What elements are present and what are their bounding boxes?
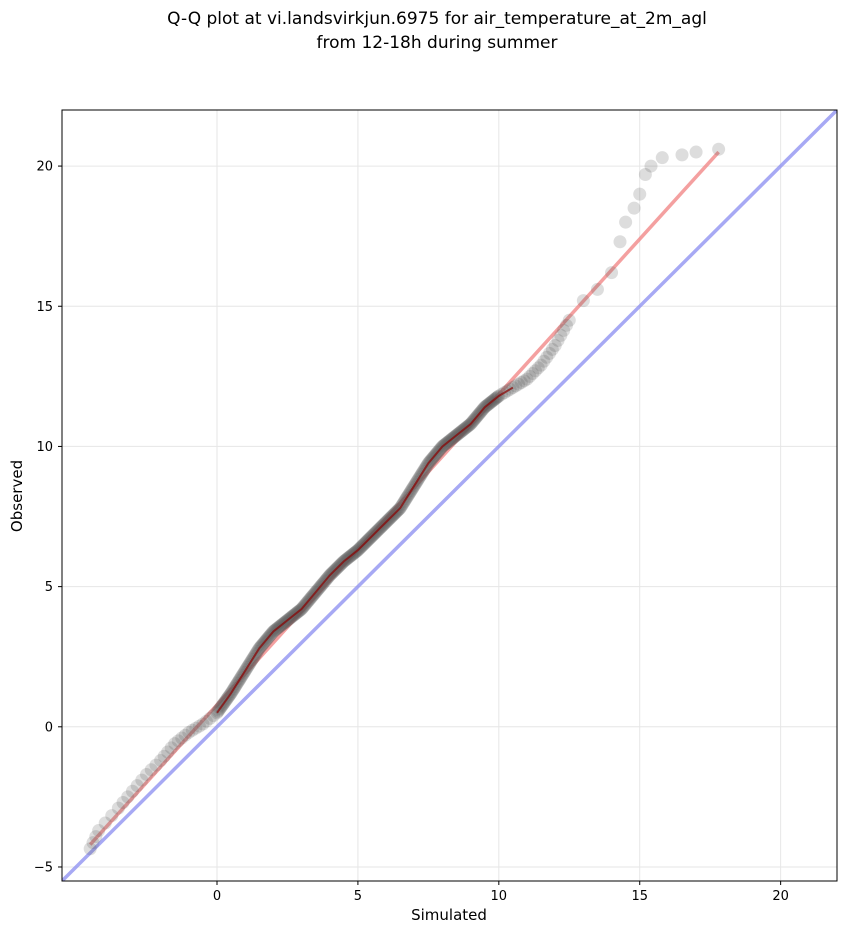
qq-point	[199, 714, 213, 728]
qq-point	[712, 142, 726, 156]
x-tick-label: 10	[491, 889, 508, 904]
qq-point	[554, 328, 568, 342]
qq-point	[619, 215, 633, 229]
qq-point	[517, 374, 531, 388]
qq-point	[164, 741, 178, 755]
qq-point	[605, 266, 619, 280]
qq-point	[613, 235, 627, 249]
qq-point	[576, 294, 590, 308]
qq-point	[135, 773, 149, 787]
x-tick-label: 15	[631, 889, 648, 904]
qq-point	[534, 358, 548, 372]
qq-point	[105, 809, 119, 823]
qq-point	[98, 816, 112, 830]
qq-point	[168, 737, 182, 751]
qq-point	[559, 318, 573, 332]
y-tick-label: 10	[36, 440, 53, 455]
qq-point	[196, 717, 210, 731]
qq-point	[509, 379, 523, 393]
qq-point	[157, 749, 171, 763]
qq-point	[116, 795, 130, 809]
qq-point	[83, 842, 97, 856]
qq-point	[520, 372, 534, 386]
qq-point	[545, 342, 559, 356]
qq-point	[526, 367, 540, 381]
qq-point	[562, 313, 576, 327]
y-axis-label: Observed	[8, 460, 26, 532]
x-axis-label: Simulated	[411, 906, 487, 924]
qq-point	[111, 801, 125, 815]
y-tick-label: 0	[45, 720, 53, 735]
axis-ticks: 0 5 10 15 20 −5 0 5 10 15 20	[34, 160, 789, 904]
y-tick-label: −5	[34, 860, 53, 875]
qq-point	[528, 364, 542, 378]
qq-point	[531, 361, 545, 375]
qq-point	[185, 723, 199, 737]
qq-point	[175, 731, 189, 745]
x-tick-label: 5	[354, 889, 362, 904]
qq-point	[121, 790, 135, 804]
qq-point	[557, 323, 571, 337]
qq-point	[171, 734, 185, 748]
central-quantile-trace	[216, 386, 514, 714]
qq-point	[514, 376, 528, 390]
qq-point	[89, 830, 103, 844]
qq-point	[178, 728, 192, 742]
qq-point	[203, 711, 217, 725]
qq-point	[154, 753, 168, 767]
x-tick-label: 0	[213, 889, 221, 904]
qq-point	[537, 354, 551, 368]
qq-point	[543, 346, 557, 360]
qq-point	[548, 339, 562, 353]
qq-point	[125, 784, 139, 798]
plot-frame	[61, 109, 838, 882]
plot-data	[62, 110, 837, 881]
x-tick-label: 20	[772, 889, 789, 904]
qq-point	[551, 333, 565, 347]
qq-point	[655, 151, 669, 165]
qq-point	[189, 721, 203, 735]
qq-point	[627, 201, 641, 215]
fit-line	[88, 150, 720, 846]
qq-point	[192, 719, 206, 733]
qq-point	[140, 767, 154, 781]
identity-line	[62, 110, 837, 881]
qq-point	[644, 159, 658, 173]
qq-point	[92, 824, 106, 838]
qq-point	[149, 758, 163, 772]
qq-point	[633, 187, 647, 201]
qq-point	[182, 725, 196, 739]
qq-point	[130, 779, 144, 793]
y-tick-label: 20	[36, 160, 53, 175]
qq-point	[86, 836, 100, 850]
y-tick-label: 15	[36, 300, 53, 315]
qq-point	[512, 377, 526, 391]
chart-title-line-2: from 12-18h during summer	[317, 33, 558, 53]
y-tick-label: 5	[45, 580, 53, 595]
qq-point	[523, 369, 537, 383]
qq-point	[675, 148, 689, 162]
qq-point	[590, 282, 604, 296]
qq-point	[689, 145, 703, 159]
qq-point	[144, 763, 158, 777]
qq-point	[161, 745, 175, 759]
qq-point	[638, 167, 652, 181]
chart-title-line-1: Q-Q plot at vi.landsvirkjun.6975 for air…	[167, 9, 707, 29]
qq-point	[540, 350, 554, 364]
